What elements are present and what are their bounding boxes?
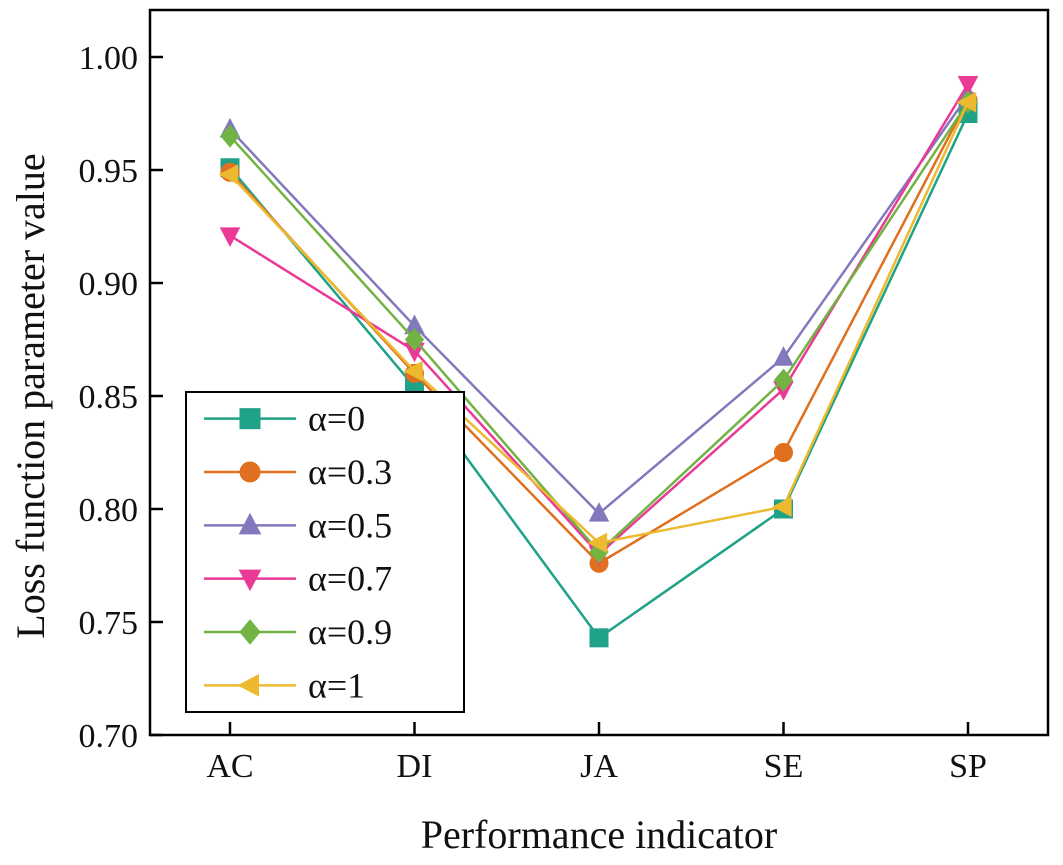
- x-axis-label: Performance indicator: [421, 812, 778, 857]
- marker-triangle-up: [773, 346, 794, 366]
- y-tick-label: 0.80: [79, 492, 139, 529]
- legend-label: α=0.9: [308, 612, 392, 652]
- series-α=1: [218, 91, 977, 554]
- marker-diamond: [220, 124, 240, 148]
- marker-triangle-down: [957, 75, 979, 96]
- x-axis-ticks: AC DI JA SE SP: [206, 722, 987, 785]
- legend-entry: α=0.3: [204, 452, 392, 492]
- marker-triangle-up: [588, 502, 610, 522]
- marker-diamond: [404, 327, 425, 352]
- legend-label: α=1: [308, 665, 365, 705]
- x-tick-label: AC: [206, 748, 253, 785]
- marker-triangle-down: [219, 227, 241, 247]
- marker-circle: [774, 443, 793, 462]
- y-tick-label: 0.70: [79, 718, 139, 755]
- legend-box: [185, 391, 465, 713]
- legend-entry: α=0.5: [204, 505, 392, 545]
- marker-triangle-left: [587, 532, 608, 554]
- marker-triangle-left: [403, 360, 423, 382]
- y-axis-label: Loss function parameter value: [8, 153, 53, 638]
- marker-triangle-left: [237, 674, 259, 697]
- legend: α=0 α=0.3 α=0.5 α=0.7 α=0.9 α=1: [185, 391, 465, 713]
- legend-label: α=0.5: [308, 505, 392, 545]
- legend-label: α=0.3: [308, 452, 392, 492]
- legend-label: α=0.7: [308, 559, 392, 599]
- y-tick-label: 0.75: [79, 605, 139, 642]
- x-tick-label: SE: [764, 748, 804, 785]
- marker-diamond: [239, 619, 261, 645]
- y-tick-label: 0.95: [79, 153, 139, 190]
- y-axis-ticks: 0.70 0.75 0.80 0.85 0.90 0.95 1.00: [79, 40, 163, 755]
- legend-entry: α=1: [204, 665, 365, 705]
- marker-triangle-left: [772, 496, 792, 518]
- legend-label: α=0: [308, 399, 365, 439]
- x-tick-label: JA: [580, 748, 618, 785]
- marker-circle: [239, 461, 261, 483]
- x-tick-label: SP: [949, 748, 987, 785]
- marker-square: [239, 408, 261, 430]
- marker-diamond: [773, 368, 794, 392]
- plot-layer: 0.70 0.75 0.80 0.85 0.90 0.95 1.00 AC DI JA SE SP α=…: [79, 8, 1050, 785]
- x-tick-label: DI: [397, 748, 433, 785]
- y-tick-label: 0.85: [79, 379, 139, 416]
- marker-triangle-down: [238, 569, 262, 592]
- y-tick-label: 0.90: [79, 266, 139, 303]
- legend-entry: α=0: [204, 399, 365, 439]
- marker-square: [589, 628, 609, 648]
- marker-triangle-left: [956, 91, 977, 113]
- marker-triangle-left: [218, 164, 239, 185]
- legend-entry: α=0.9: [204, 612, 392, 652]
- y-tick-label: 1.00: [79, 40, 139, 77]
- legend-entry: α=0.7: [204, 559, 392, 599]
- marker-triangle-up: [238, 512, 262, 535]
